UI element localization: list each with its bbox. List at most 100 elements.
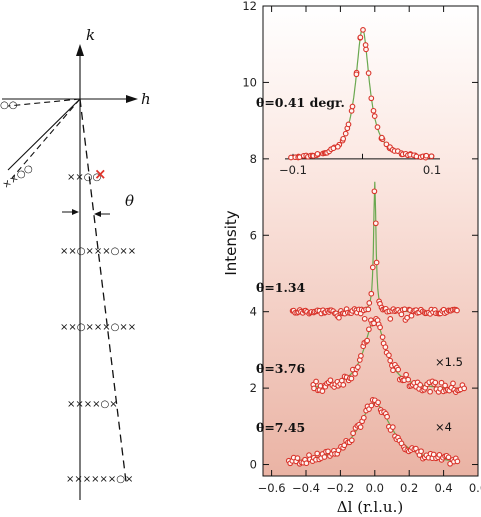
- k-axis-label: k: [86, 26, 95, 44]
- y-axis-ticks: 0 2 4 6 8 10 12: [242, 0, 478, 472]
- data-point: [450, 380, 456, 387]
- data-point: [334, 143, 341, 150]
- annotation-theta-376: θ=3.76: [256, 361, 306, 376]
- data-point: [348, 437, 355, 444]
- x-axis-label: Δl (r.l.u.): [337, 498, 403, 516]
- data-point: [379, 334, 386, 340]
- theta-arrowhead-right: [94, 211, 101, 217]
- data-point: [390, 367, 396, 374]
- y-tick-label: 4: [250, 305, 257, 319]
- plot-frame: [262, 5, 479, 477]
- y-tick-label: 2: [250, 381, 257, 395]
- data-point: [445, 454, 452, 461]
- data-point: [314, 151, 321, 157]
- left-solid-line: [7, 98, 81, 171]
- y-tick-label: 6: [250, 228, 257, 242]
- data-point: [371, 188, 378, 195]
- reciprocal-lattice-diagram: k h θ ○○ ××○○ ××○○ × ××○×××○×× ××○×××○××…: [0, 26, 151, 500]
- x-tick-label: 0.6: [469, 481, 481, 495]
- x-tick-label: 0.0: [366, 481, 384, 495]
- data-point: [427, 388, 433, 395]
- data-points: [285, 27, 468, 467]
- y-tick-label: 0: [250, 458, 257, 472]
- data-point: [358, 353, 364, 359]
- data-point: [395, 366, 402, 373]
- data-point: [353, 71, 360, 78]
- data-point: [432, 379, 439, 386]
- data-point: [428, 153, 435, 160]
- x-tick-label: −0.2: [326, 481, 354, 495]
- data-point: [345, 121, 352, 128]
- left-dashed-line: [11, 98, 81, 179]
- data-point: [369, 264, 376, 271]
- data-point: [321, 454, 328, 460]
- rod-row-3: ××○×××○××: [60, 322, 136, 333]
- annotation-scale-4: ×4: [435, 420, 452, 434]
- data-point: [325, 448, 331, 455]
- x-tick-label: 0.2: [400, 481, 418, 495]
- rod-row-1-red-marker: ×: [94, 165, 107, 183]
- data-point: [294, 455, 301, 461]
- data-point: [349, 103, 356, 110]
- rod-row-5: ××××××○×: [66, 474, 133, 485]
- data-point: [368, 95, 375, 102]
- data-point: [454, 307, 460, 314]
- left-cluster-markers: ××○○: [1, 163, 35, 192]
- data-point: [423, 152, 430, 159]
- inset-tick-label: −0.1: [279, 163, 307, 177]
- data-point: [436, 452, 443, 458]
- data-point: [364, 337, 371, 344]
- rod-row-4: ××××○×: [67, 399, 118, 410]
- annotation-theta-745: θ=7.45: [256, 420, 305, 435]
- data-point: [357, 34, 364, 41]
- data-point: [401, 306, 408, 313]
- data-point: [373, 259, 380, 266]
- y-tick-label: 8: [250, 152, 257, 166]
- data-point: [372, 220, 379, 227]
- data-point: [387, 357, 394, 364]
- y-tick-label: 12: [242, 0, 257, 13]
- data-point: [360, 414, 367, 421]
- theta-label: θ: [125, 192, 134, 210]
- annotation-scale-1-5: ×1.5: [435, 355, 463, 369]
- data-point: [418, 448, 424, 455]
- tilted-rod-line: [79, 98, 127, 483]
- x-tick-label: −0.6: [258, 481, 286, 495]
- annotation-theta-134: θ=1.34: [256, 280, 306, 295]
- x-axis-ticks: −0.6 −0.4 −0.2 0.0 0.2 0.4 0.6: [258, 6, 481, 495]
- data-point: [366, 300, 373, 306]
- data-point: [342, 130, 349, 137]
- data-point: [389, 424, 396, 430]
- data-point: [438, 379, 445, 386]
- data-point: [314, 450, 321, 457]
- k-axis-arrow: [76, 44, 84, 56]
- y-tick-label: 10: [242, 75, 257, 89]
- data-point: [368, 402, 375, 409]
- data-point: [375, 399, 381, 406]
- data-point: [362, 42, 369, 48]
- data-point: [374, 124, 381, 130]
- data-point: [365, 70, 372, 76]
- data-point: [398, 311, 405, 318]
- data-point: [354, 364, 361, 370]
- theta-arrowhead-left: [72, 209, 79, 215]
- data-point: [461, 385, 468, 392]
- data-point: [403, 371, 409, 378]
- rod-row-2: ××○×××○××: [60, 246, 136, 257]
- data-point: [383, 141, 390, 148]
- data-point: [357, 424, 364, 430]
- data-point: [454, 458, 461, 465]
- left-upper-dashed-line: [7, 98, 81, 107]
- left-row-markers: ○○: [0, 100, 17, 111]
- data-point: [417, 382, 424, 388]
- data-point: [371, 113, 378, 119]
- data-point: [313, 378, 319, 385]
- data-point: [378, 134, 385, 141]
- data-point: [348, 375, 355, 382]
- data-point: [404, 314, 410, 321]
- data-point: [377, 324, 383, 331]
- x-tick-label: 0.4: [434, 481, 452, 495]
- data-point: [382, 344, 389, 350]
- data-point: [340, 135, 347, 142]
